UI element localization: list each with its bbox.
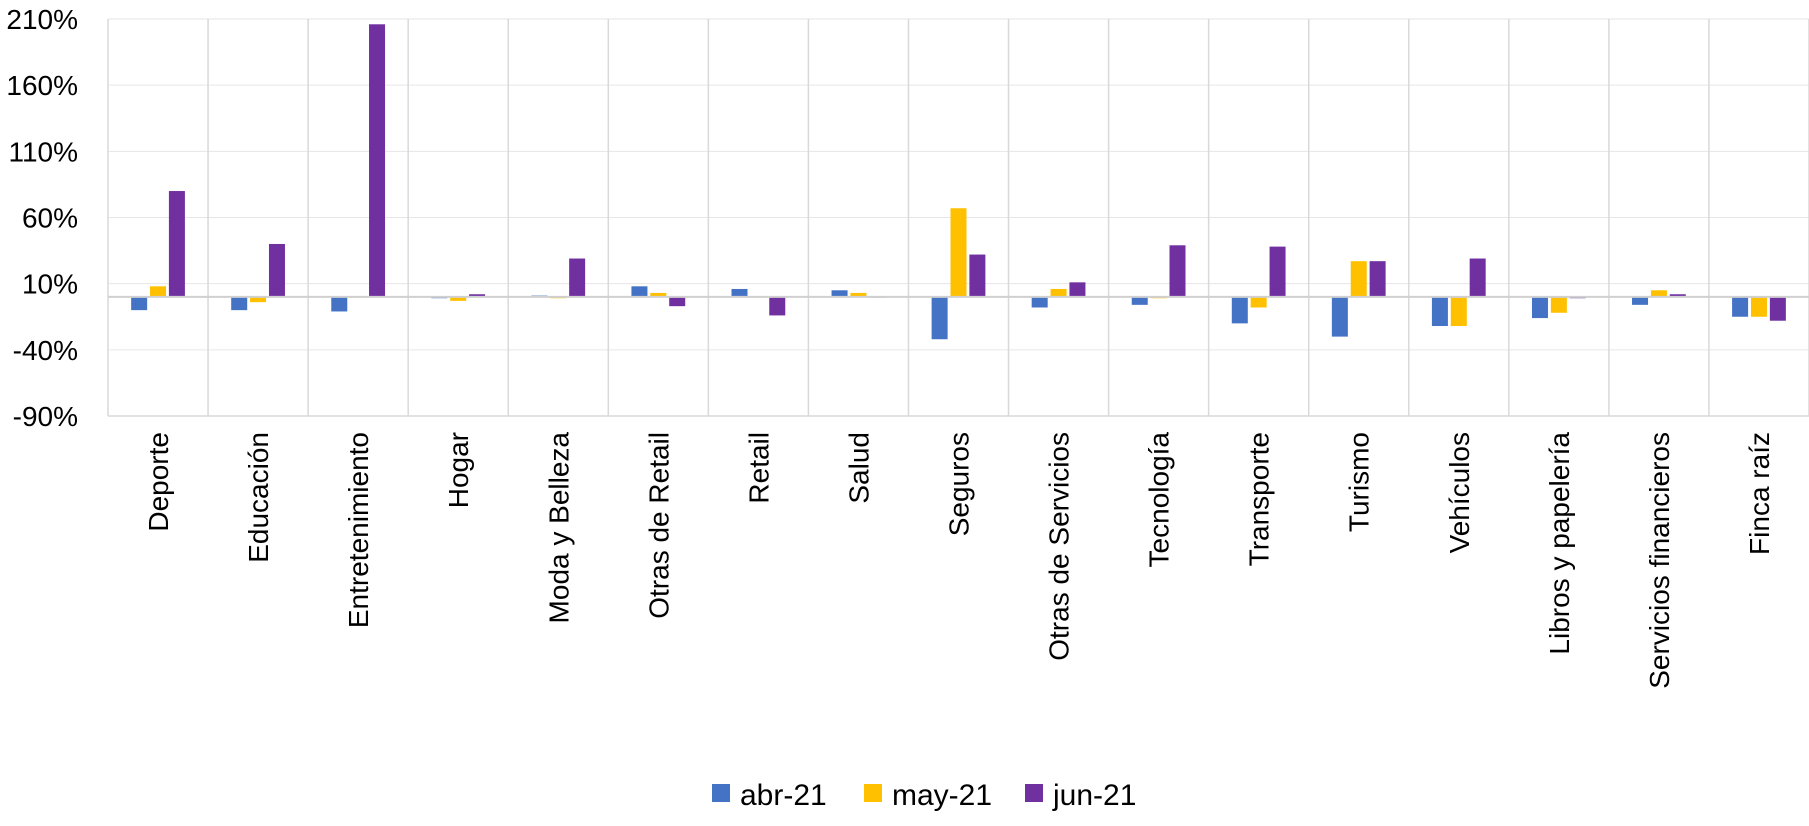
bar-jun-21 — [1169, 245, 1186, 297]
bar-may-21 — [1650, 290, 1667, 297]
bar-abr-21 — [131, 296, 148, 311]
x-tick-label: Turismo — [1344, 432, 1375, 532]
y-tick-label: 210% — [6, 4, 78, 35]
y-tick-label: 110% — [8, 136, 78, 167]
x-tick-label: Salud — [843, 432, 874, 504]
bar-may-21 — [650, 292, 667, 297]
bars — [131, 24, 1786, 340]
bar-abr-21 — [1031, 296, 1048, 308]
bar-may-21 — [1050, 288, 1067, 297]
legend-swatch-abr-21 — [712, 784, 730, 802]
x-tick-label: Seguros — [944, 432, 975, 536]
x-tick-label: Tecnología — [1144, 432, 1175, 568]
y-tick-label: -40% — [13, 335, 78, 366]
bar-jun-21 — [1369, 261, 1386, 297]
bar-jun-21 — [1269, 246, 1286, 297]
bar-jun-21 — [168, 191, 185, 297]
bar-may-21 — [1750, 296, 1767, 317]
bar-jun-21 — [969, 254, 986, 297]
bar-abr-21 — [1131, 296, 1148, 305]
bar-abr-21 — [331, 296, 348, 312]
x-tick-label: Servicios financieros — [1644, 432, 1675, 689]
bar-may-21 — [1450, 296, 1467, 327]
legend-label-jun-21: jun-21 — [1052, 779, 1136, 812]
bar-abr-21 — [831, 290, 848, 297]
category-separators — [107, 19, 1809, 416]
bar-may-21 — [950, 208, 967, 297]
x-tick-label: Vehículos — [1444, 432, 1475, 553]
bar-jun-21 — [769, 296, 786, 316]
bar-may-21 — [250, 296, 267, 303]
legend-swatch-jun-21 — [1025, 784, 1043, 802]
bar-abr-21 — [231, 296, 248, 311]
bar-abr-21 — [1531, 296, 1548, 319]
y-tick-label: 160% — [6, 70, 78, 101]
y-tick-labels: -90% -40% 10% 60% 110% 160% 210% — [6, 4, 78, 432]
bar-abr-21 — [1431, 296, 1448, 327]
bar-abr-21 — [1331, 296, 1348, 337]
x-tick-label: Hogar — [443, 432, 474, 508]
legend-swatch-may-21 — [864, 784, 882, 802]
x-tick-label: Moda y Belleza — [543, 432, 574, 624]
y-tick-label: 60% — [22, 203, 78, 234]
x-tick-label: Transporte — [1244, 432, 1275, 566]
bar-abr-21 — [931, 296, 948, 340]
bar-jun-21 — [469, 294, 486, 297]
bar-may-21 — [1250, 296, 1267, 308]
x-tick-label: Otras de Servicios — [1044, 432, 1075, 661]
bar-may-21 — [450, 296, 467, 301]
bar-jun-21 — [569, 258, 586, 297]
bar-may-21 — [850, 292, 867, 297]
bar-abr-21 — [1732, 296, 1749, 317]
axes — [108, 295, 1809, 417]
y-tick-label: -90% — [13, 401, 78, 432]
bar-jun-21 — [669, 296, 686, 307]
x-tick-label: Entretenimiento — [343, 432, 374, 628]
bar-may-21 — [150, 286, 167, 297]
legend-label-may-21: may-21 — [892, 779, 992, 812]
bar-jun-21 — [1769, 296, 1786, 321]
bar-may-21 — [1550, 296, 1567, 313]
x-tick-label: Finca raíz — [1744, 432, 1775, 555]
legend: abr-21 may-21 jun-21 — [712, 779, 1136, 812]
bar-abr-21 — [1632, 296, 1649, 305]
x-tick-label: Deporte — [143, 432, 174, 532]
bar-jun-21 — [369, 24, 386, 297]
x-tick-labels: Deporte Educación Entretenimiento Hogar Moda… — [143, 432, 1775, 689]
bar-jun-21 — [1069, 282, 1086, 297]
x-tick-label: Educación — [243, 432, 274, 563]
bar-jun-21 — [1469, 258, 1486, 297]
bar-abr-21 — [631, 286, 648, 297]
x-tick-label: Libros y papelería — [1544, 432, 1575, 655]
bar-abr-21 — [1231, 296, 1248, 324]
legend-label-abr-21: abr-21 — [740, 779, 827, 812]
x-tick-label: Otras de Retail — [643, 432, 674, 619]
bar-jun-21 — [268, 243, 285, 297]
y-tick-label: 10% — [22, 269, 78, 300]
bar-abr-21 — [731, 288, 748, 297]
bar-jun-21 — [1669, 294, 1686, 297]
x-tick-label: Retail — [743, 432, 774, 504]
bar-may-21 — [1350, 261, 1367, 297]
